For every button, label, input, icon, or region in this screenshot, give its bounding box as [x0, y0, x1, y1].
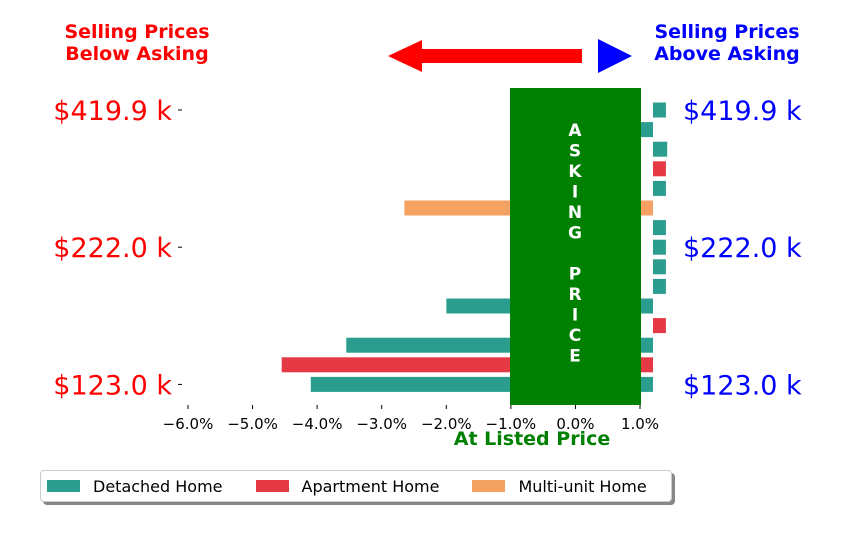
- price-labels: $419.9 k $419.9 k $222.0 k $222.0 k $123.0 k…: [53, 96, 802, 401]
- legend-label-apartment: Apartment Home: [301, 476, 440, 496]
- legend-item-multiunit: Multi-unit Home: [472, 476, 647, 496]
- x-axis-label: At Listed Price: [454, 428, 610, 450]
- price-label-right: $222.0 k: [683, 233, 802, 264]
- asking-box-letter: I: [572, 183, 578, 203]
- header-right-line1: Selling Prices: [654, 21, 799, 43]
- bar-row-6: [653, 220, 666, 236]
- bar-row-8: [653, 259, 666, 275]
- asking-box-letter: R: [568, 285, 581, 305]
- x-tick-label: −3.0%: [356, 415, 407, 433]
- asking-box-letter: C: [569, 326, 581, 346]
- legend: Detached Home Apartment Home Multi-unit …: [40, 470, 672, 502]
- header-right-line2: Above Asking: [654, 43, 800, 65]
- asking-box-letter: N: [568, 203, 582, 223]
- asking-box-letter: G: [568, 224, 582, 244]
- bar-row-3: [653, 161, 666, 177]
- chart-header: Selling Prices Below Asking Selling Pric…: [64, 21, 800, 73]
- bar-row-4: [653, 180, 666, 196]
- asking-box-letter: E: [569, 347, 581, 367]
- price-label-left: $419.9 k: [53, 96, 172, 127]
- asking-box-letter: K: [568, 162, 582, 182]
- x-tick-label: −2.0%: [421, 415, 472, 433]
- x-axis: −6.0% −5.0% −4.0% −3.0% −2.0% −1.0% 0.0% 1.0%: [163, 405, 659, 433]
- legend-item-apartment: Apartment Home: [255, 476, 440, 496]
- price-label-right: $123.0 k: [683, 370, 802, 401]
- asking-box-letter: I: [572, 306, 578, 326]
- bar-row-11: [653, 318, 666, 334]
- asking-box-letter: A: [568, 121, 582, 141]
- price-label-right: $419.9 k: [683, 96, 802, 127]
- x-tick-label: 1.0%: [621, 415, 659, 433]
- bar-row-9: [653, 278, 666, 294]
- legend-label-multiunit: Multi-unit Home: [518, 476, 647, 496]
- header-left-line1: Selling Prices: [64, 21, 209, 43]
- x-tick-label: 0.0%: [556, 415, 594, 433]
- legend-swatch-detached: [47, 480, 80, 492]
- x-tick-label: −4.0%: [292, 415, 343, 433]
- x-tick-label: −6.0%: [163, 415, 214, 433]
- bar-row-2: [653, 141, 668, 157]
- bar-row-7: [653, 239, 666, 255]
- legend-label-detached: Detached Home: [93, 476, 223, 496]
- legend-swatch-multiunit: [472, 480, 506, 492]
- header-left-line2: Below Asking: [65, 43, 208, 65]
- price-label-left: $123.0 k: [53, 370, 172, 401]
- asking-box-rect: [510, 88, 641, 405]
- asking-box-letter: P: [569, 265, 581, 285]
- x-tick-label: −1.0%: [486, 415, 537, 433]
- right-arrow-icon: [598, 39, 632, 73]
- legend-item-detached: Detached Home: [47, 477, 223, 496]
- price-label-left: $222.0 k: [53, 233, 172, 264]
- bar-row-0: [653, 102, 666, 118]
- legend-swatch-apartment: [255, 480, 289, 492]
- x-tick-label: −5.0%: [227, 415, 278, 433]
- asking-box-letter: S: [569, 142, 581, 162]
- left-arrow-icon: [388, 40, 582, 72]
